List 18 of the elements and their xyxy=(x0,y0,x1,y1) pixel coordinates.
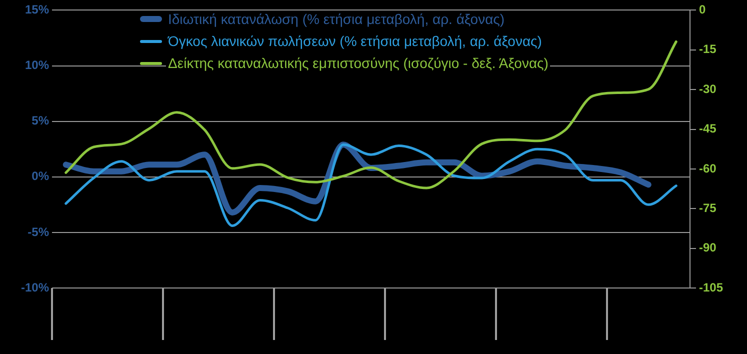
y2-tick-label: -105 xyxy=(699,280,724,294)
line-series xyxy=(64,143,678,228)
y2-tick-label: -30 xyxy=(699,82,717,96)
legend-label: Ιδιωτική κατανάλωση (% ετήσια μεταβολή, αρ. άξονας) xyxy=(166,11,507,27)
legend-label: Δείκτης καταναλωτικής εμπιστοσύνης (ισοζύγιο - δεξ. Άξονας) xyxy=(166,55,550,71)
y2-tick-label: -15 xyxy=(699,42,717,56)
y-tick-label: 15% xyxy=(24,2,50,17)
y-tick-label: 10% xyxy=(24,58,50,72)
y-tick-label: -10% xyxy=(20,280,50,294)
y-tick-label: -5% xyxy=(28,224,50,239)
y2-tick-label: -60 xyxy=(699,161,717,176)
legend-label: Όγκος λιανικών πωλήσεων (% ετήσια μεταβολή, αρ. άξονας) xyxy=(166,33,544,49)
y2-tick-label: -90 xyxy=(699,240,717,255)
y2-tick-label: -45 xyxy=(699,122,717,136)
y-tick-label: 0% xyxy=(32,169,50,184)
y-tick-label: 5% xyxy=(32,114,50,128)
y2-tick-label: 0 xyxy=(699,2,706,17)
y2-tick-label: -75 xyxy=(699,200,717,215)
